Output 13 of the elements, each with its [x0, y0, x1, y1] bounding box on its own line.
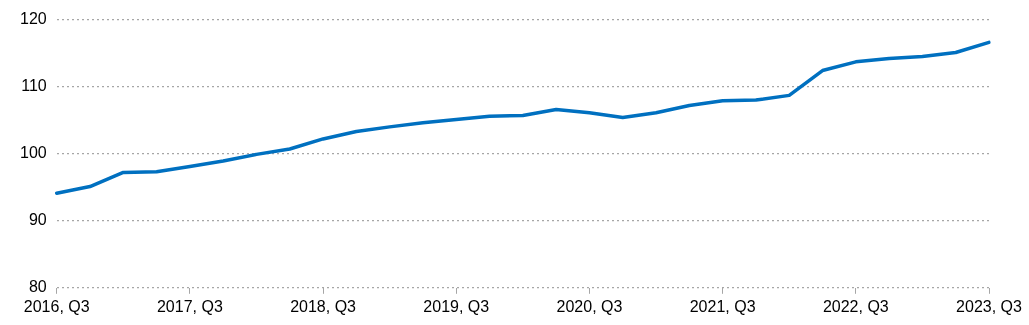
y-tick-label: 110	[21, 77, 47, 95]
y-tick-label: 100	[19, 144, 47, 162]
x-tick-label: 2023, Q3	[956, 297, 1023, 315]
x-tick-label: 2020, Q3	[556, 297, 623, 315]
x-tick-label: 2017, Q3	[156, 297, 223, 315]
x-tick-label: 2019, Q3	[423, 297, 490, 315]
y-tick-label: 80	[28, 278, 47, 296]
x-tick-label: 2021, Q3	[689, 297, 756, 315]
y-tick-label: 120	[19, 10, 47, 28]
x-tick-label: 2018, Q3	[290, 297, 357, 315]
x-tick-label: 2016, Q3	[23, 297, 90, 315]
y-tick-label: 90	[28, 211, 47, 229]
x-tick-label: 2022, Q3	[822, 297, 889, 315]
